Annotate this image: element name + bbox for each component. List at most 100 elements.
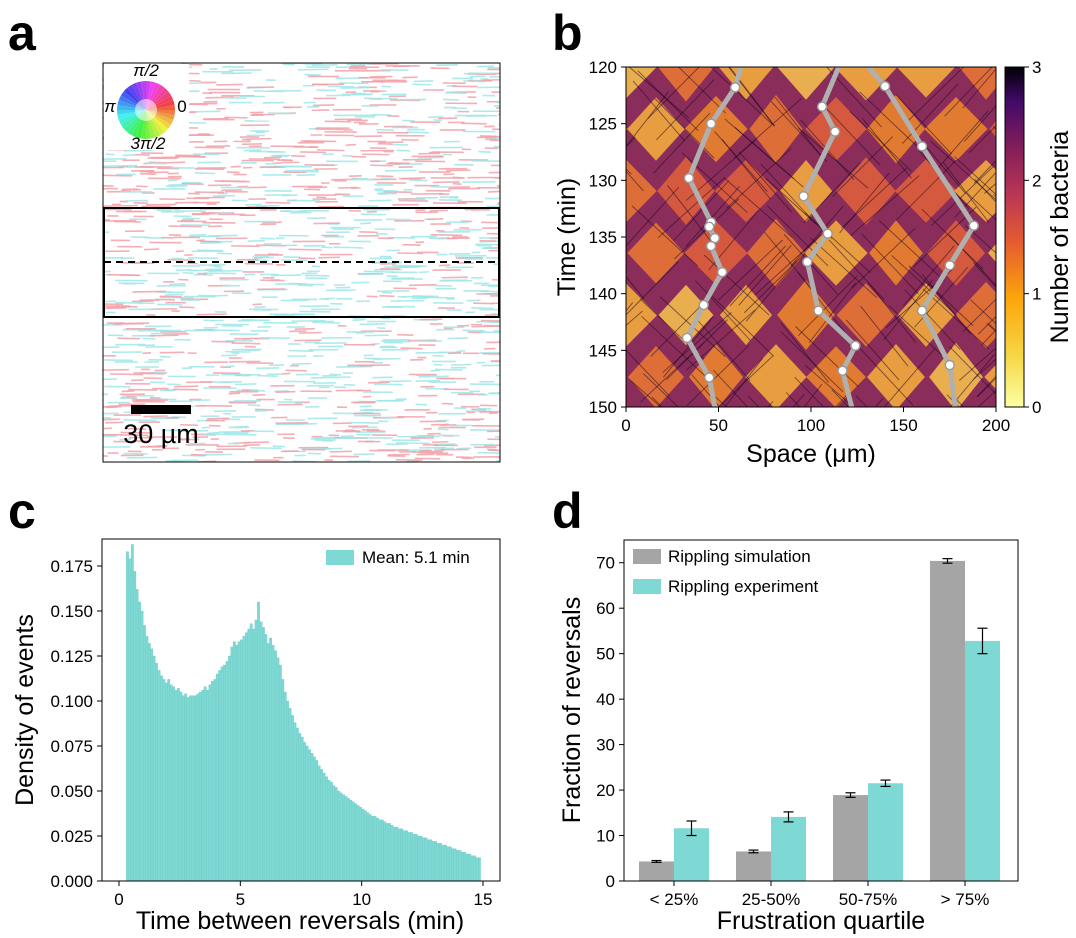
bacterium-trajectory: [726, 147, 792, 209]
bacterium-trajectory: [832, 136, 894, 197]
colorbar-ticks: 0 1 2 3: [1024, 58, 1041, 417]
orientation-streak: [396, 149, 411, 152]
histogram-bar: [218, 670, 222, 882]
histogram-bar: [257, 601, 260, 882]
reversal-point: [816, 101, 828, 112]
orientation-streak: [231, 342, 261, 345]
orientation-streak: [180, 429, 209, 433]
histogram-bar: [436, 843, 440, 882]
bacterium-trajectory: [850, 175, 920, 236]
histogram-bar: [150, 648, 154, 882]
ripple-diamond: [929, 342, 983, 407]
bacterium-trajectory: [626, 275, 645, 300]
orientation-streak: [255, 408, 275, 411]
bacterium-trajectory: [713, 369, 749, 407]
histogram-bar: [194, 695, 197, 882]
histogram-bar: [359, 807, 362, 882]
histogram-bar: [235, 645, 239, 882]
bacterium-trajectory: [1070, 375, 1076, 435]
orientation-streak: [247, 404, 261, 407]
orientation-streak: [300, 151, 326, 154]
scale-bar: [131, 405, 191, 414]
orientation-streak: [256, 244, 286, 247]
histogram-bar: [286, 700, 290, 882]
bacterium-trajectory: [828, 239, 885, 301]
orientation-streak: [169, 283, 186, 286]
bar-simulation: [930, 560, 965, 881]
bacterium-trajectory: [966, 192, 996, 221]
histogram-bar: [237, 641, 241, 882]
histogram-bar: [310, 753, 314, 882]
ripple-diamond: [626, 67, 657, 99]
histogram-bar: [162, 679, 166, 882]
orientation-streak: [437, 428, 449, 431]
histogram-bar: [245, 632, 248, 882]
bacterium-trajectory: [795, 326, 859, 387]
orientation-streak: [373, 383, 403, 386]
orientation-streak: [203, 100, 218, 103]
bacterium-trajectory: [908, 265, 974, 326]
histogram-bar: [300, 736, 304, 882]
bacterium-trajectory: [860, 305, 909, 367]
colorbar-tick-label: 3: [1032, 58, 1041, 77]
orientation-streak: [140, 170, 151, 173]
histogram-bar: [198, 691, 202, 882]
orientation-streak: [345, 143, 356, 146]
histogram-bar: [155, 663, 158, 882]
bacterium-trajectory: [629, 379, 662, 407]
orientation-streak: [207, 417, 230, 420]
bacterium-trajectory: [922, 288, 990, 350]
orientation-streak: [253, 90, 284, 93]
orientation-streak: [179, 423, 198, 427]
ripple-diamond: [954, 159, 996, 223]
orientation-streak: [368, 381, 390, 384]
bacterium-trajectory: [764, 231, 815, 293]
ripple-diamond: [750, 0, 803, 38]
colorbar-tick-label: 2: [1032, 171, 1041, 190]
orientation-streak: [275, 421, 309, 425]
histogram-bars: [126, 544, 481, 882]
wheel-label-bottom: 3π/2: [130, 134, 166, 153]
orientation-streak: [234, 383, 257, 386]
histogram-bar: [373, 816, 377, 882]
orientation-streak: [196, 239, 205, 242]
bacterium-trajectory: [662, 312, 732, 373]
orientation-streak: [196, 313, 227, 316]
bacterium-trajectory: [667, 184, 715, 246]
orientation-streak: [103, 300, 116, 303]
orientation-streak: [216, 83, 243, 86]
orientation-streak: [105, 421, 124, 424]
histogram-bar: [332, 785, 336, 882]
orientation-streak: [108, 404, 136, 407]
bacterium-trajectory: [632, 80, 685, 142]
orientation-streak: [430, 233, 463, 237]
histogram-bar: [211, 681, 214, 882]
histogram-bar: [240, 639, 243, 882]
bacterium-trajectory: [804, 212, 871, 274]
bacterium-trajectory: [883, 348, 936, 407]
reversal-point: [681, 332, 693, 344]
orientation-streak: [252, 393, 266, 397]
bacterium-trajectory: [641, 315, 706, 377]
panel-c-ylabel: Density of events: [11, 614, 39, 806]
orientation-streak: [103, 427, 113, 430]
histogram-bar: [342, 794, 345, 882]
orientation-streak: [123, 419, 157, 422]
histogram-bar: [376, 817, 379, 882]
reversal-point: [944, 359, 955, 371]
bacterium-trajectory: [855, 395, 868, 407]
bacterium-trajectory: [798, 127, 869, 189]
x-tick-label: 0: [621, 416, 630, 435]
bacterium-trajectory: [760, 163, 817, 225]
y-tick-label: 130: [589, 171, 617, 190]
orientation-streak: [143, 415, 168, 418]
histogram-bar: [128, 558, 132, 882]
bacterium-trajectory: [962, 298, 996, 332]
histogram-bar: [196, 693, 200, 882]
y-tick-label: 0.175: [50, 557, 93, 576]
bacterium-trajectory: [728, 67, 775, 127]
bacterium-trajectory: [794, 376, 825, 407]
orientation-streak: [441, 276, 468, 279]
y-tick-label: 150: [589, 398, 617, 417]
